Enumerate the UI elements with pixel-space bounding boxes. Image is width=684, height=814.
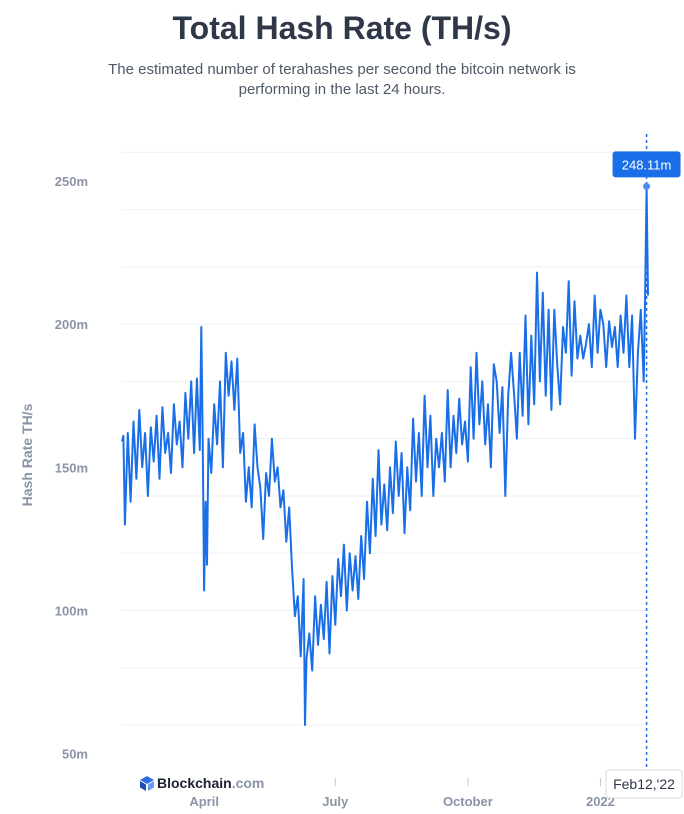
y-axis: 50m 100m 150m 200m 250m (55, 174, 88, 762)
date-label-text: Feb12,'22 (613, 776, 675, 792)
blockchain-watermark[interactable]: Blockchain.com (140, 775, 264, 791)
date-label: Feb12,'22 (605, 769, 683, 799)
y-tick-label: 250m (55, 174, 88, 189)
hash-rate-line (121, 185, 649, 726)
chart-title: Total Hash Rate (TH/s) (172, 10, 512, 46)
y-tick-label: 150m (55, 460, 88, 475)
watermark-suffix: .com (232, 775, 265, 791)
svg-text:Blockchain.com: Blockchain.com (157, 775, 264, 791)
y-axis-label: Hash Rate TH/s (19, 403, 35, 506)
x-tick-label: April (189, 794, 219, 809)
tooltip-value: 248.11m (622, 157, 672, 172)
x-tick-label: July (322, 794, 349, 809)
y-tick-label: 100m (55, 604, 88, 619)
blockchain-logo-icon (140, 776, 154, 791)
x-tick-label: October (443, 794, 493, 809)
watermark-brand: Blockchain (157, 775, 232, 791)
y-tick-label: 200m (55, 317, 88, 332)
hover-point[interactable] (643, 182, 651, 190)
chart-subtitle: The estimated number of terahashes per s… (108, 61, 576, 98)
x-axis: April July October 2022 (189, 778, 615, 809)
y-tick-label: 50m (62, 747, 88, 762)
value-tooltip: 248.11m (612, 151, 681, 178)
